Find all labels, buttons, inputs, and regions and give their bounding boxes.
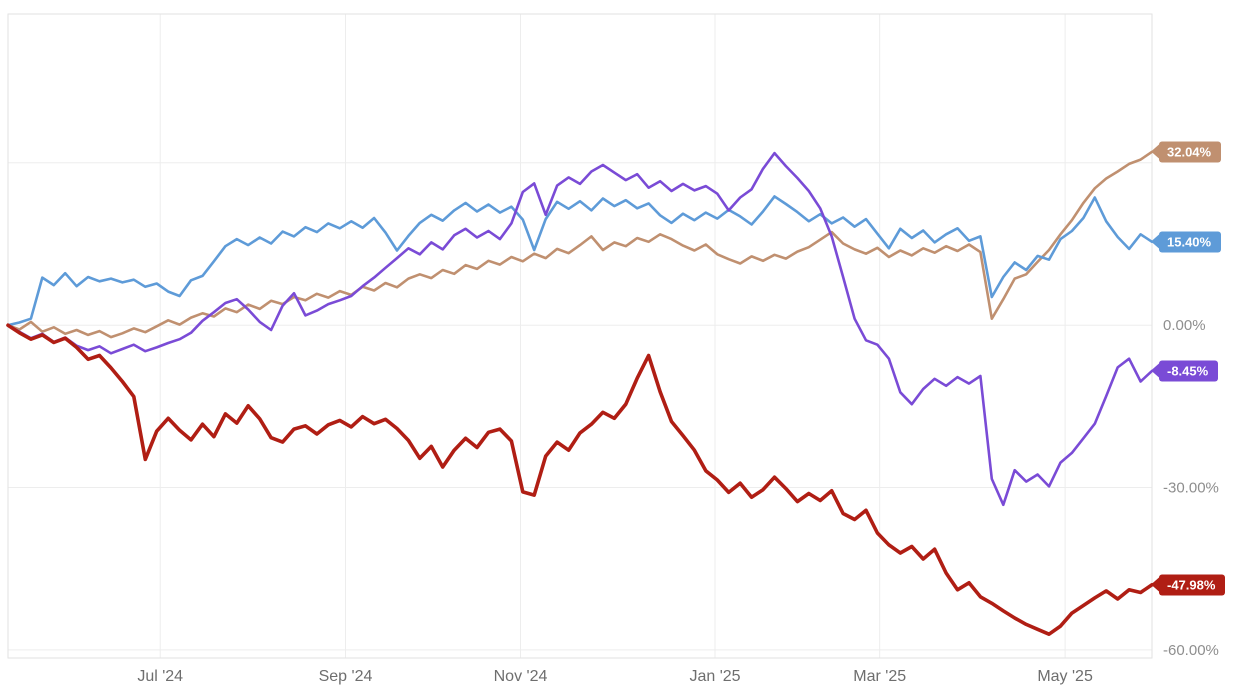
x-axis-label: Jan '25 <box>689 668 740 685</box>
plot-border <box>7 13 1153 659</box>
x-axis-label: Nov '24 <box>494 668 548 685</box>
end-value-badge-purple: -8.45% <box>1159 360 1219 382</box>
y-axis-label: 0.00% <box>1163 317 1206 334</box>
x-axis-label: Mar '25 <box>853 668 906 685</box>
end-value-badge-blue: 15.40% <box>1159 231 1222 253</box>
x-axis-label: Sep '24 <box>319 668 373 685</box>
series-line-purple <box>6 151 1154 507</box>
x-axis-label: Jul '24 <box>137 668 183 685</box>
end-value-badge-red: -47.98% <box>1159 574 1226 596</box>
y-axis-label: -60.00% <box>1163 642 1219 659</box>
series-line-red <box>6 323 1154 637</box>
series-line-blue <box>6 195 1154 327</box>
x-axis-label: May '25 <box>1037 668 1093 685</box>
end-value-badge-tan: 32.04% <box>1159 141 1222 163</box>
series-line-tan <box>6 150 1154 339</box>
y-axis-label: -30.00% <box>1163 480 1219 497</box>
